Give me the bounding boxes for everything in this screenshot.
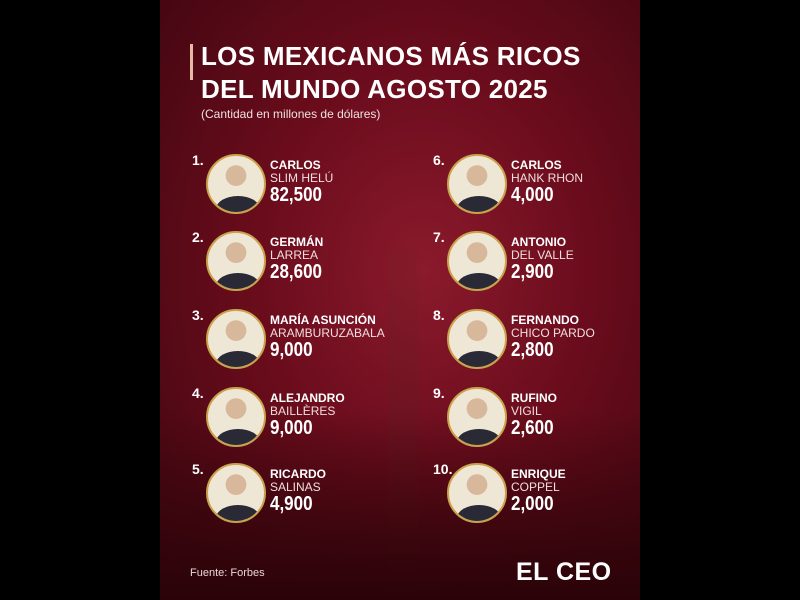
rank-number: 8. — [433, 307, 445, 323]
net-worth-value: 4,000 — [511, 184, 554, 206]
first-name: ANTONIO — [511, 235, 567, 249]
last-name: HANK RHON — [511, 171, 584, 185]
first-name: ALEJANDRO — [270, 391, 345, 405]
net-worth-value: 28,600 — [270, 261, 322, 283]
portrait-photo — [206, 309, 266, 369]
last-name: DEL VALLE — [511, 248, 574, 262]
last-name: VIGIL — [511, 404, 542, 418]
el-ceo-logo: EL CEO — [516, 558, 612, 586]
last-name: LARREA — [270, 248, 319, 262]
portrait-photo — [447, 309, 507, 369]
portrait-photo — [206, 463, 266, 523]
first-name: MARÍA ASUNCIÓN — [270, 313, 376, 327]
ranking-entry: 7. ANTONIO DEL VALLE 2,900 — [433, 229, 640, 295]
rank-number: 10. — [433, 461, 453, 477]
ranking-entry: 8. FERNANDO CHICO PARDO 2,800 — [433, 307, 640, 373]
net-worth-value: 2,800 — [511, 339, 554, 361]
ranking-entry: 5. RICARDO SALINAS 4,900 — [192, 461, 412, 527]
net-worth-value: 2,600 — [511, 417, 554, 439]
net-worth-value: 2,900 — [511, 261, 554, 283]
rank-number: 1. — [192, 152, 204, 168]
last-name: SLIM HELÚ — [270, 171, 334, 185]
first-name: GERMÁN — [270, 235, 324, 249]
ranking-entry: 6. CARLOS HANK RHON 4,000 — [433, 152, 640, 218]
first-name: RUFINO — [511, 391, 557, 405]
ranking-entry: 1. CARLOS SLIM HELÚ 82,500 — [192, 152, 412, 218]
net-worth-value: 2,000 — [511, 493, 554, 515]
net-worth-value: 9,000 — [270, 417, 313, 439]
infographic-card: LOS MEXICANOS MÁS RICOS DEL MUNDO AGOSTO… — [160, 0, 640, 600]
net-worth-value: 9,000 — [270, 339, 313, 361]
rank-number: 3. — [192, 307, 204, 323]
first-name: CARLOS — [511, 158, 562, 172]
last-name: CHICO PARDO — [511, 326, 595, 340]
ranking-entry: 3. MARÍA ASUNCIÓN ARAMBURUZABALA 9,000 — [192, 307, 412, 373]
first-name: ENRIQUE — [511, 467, 566, 481]
page-title: LOS MEXICANOS MÁS RICOS DEL MUNDO AGOSTO… — [201, 41, 581, 104]
portrait-photo — [447, 231, 507, 291]
portrait-photo — [206, 154, 266, 214]
portrait-photo — [447, 154, 507, 214]
portrait-photo — [447, 387, 507, 447]
portrait-photo — [447, 463, 507, 523]
ranking-entry: 10. ENRIQUE COPPEL 2,000 — [433, 461, 640, 527]
portrait-photo — [206, 387, 266, 447]
last-name: COPPEL — [511, 480, 560, 494]
last-name: SALINAS — [270, 480, 321, 494]
rank-number: 5. — [192, 461, 204, 477]
ranking-entry: 9. RUFINO VIGIL 2,600 — [433, 385, 640, 451]
first-name: RICARDO — [270, 467, 326, 481]
title-accent-bar — [190, 44, 193, 80]
net-worth-value: 4,900 — [270, 493, 313, 515]
rank-number: 7. — [433, 229, 445, 245]
ranking-entry: 4. ALEJANDRO BAILLÈRES 9,000 — [192, 385, 412, 451]
last-name: ARAMBURUZABALA — [270, 326, 385, 340]
last-name: BAILLÈRES — [270, 404, 336, 418]
portrait-photo — [206, 231, 266, 291]
first-name: CARLOS — [270, 158, 321, 172]
rank-number: 2. — [192, 229, 204, 245]
rank-number: 6. — [433, 152, 445, 168]
subtitle: (Cantidad en millones de dólares) — [201, 107, 381, 121]
source-note: Fuente: Forbes — [190, 567, 265, 579]
first-name: FERNANDO — [511, 313, 579, 327]
rank-number: 9. — [433, 385, 445, 401]
ranking-entry: 2. GERMÁN LARREA 28,600 — [192, 229, 412, 295]
net-worth-value: 82,500 — [270, 184, 322, 206]
rank-number: 4. — [192, 385, 204, 401]
